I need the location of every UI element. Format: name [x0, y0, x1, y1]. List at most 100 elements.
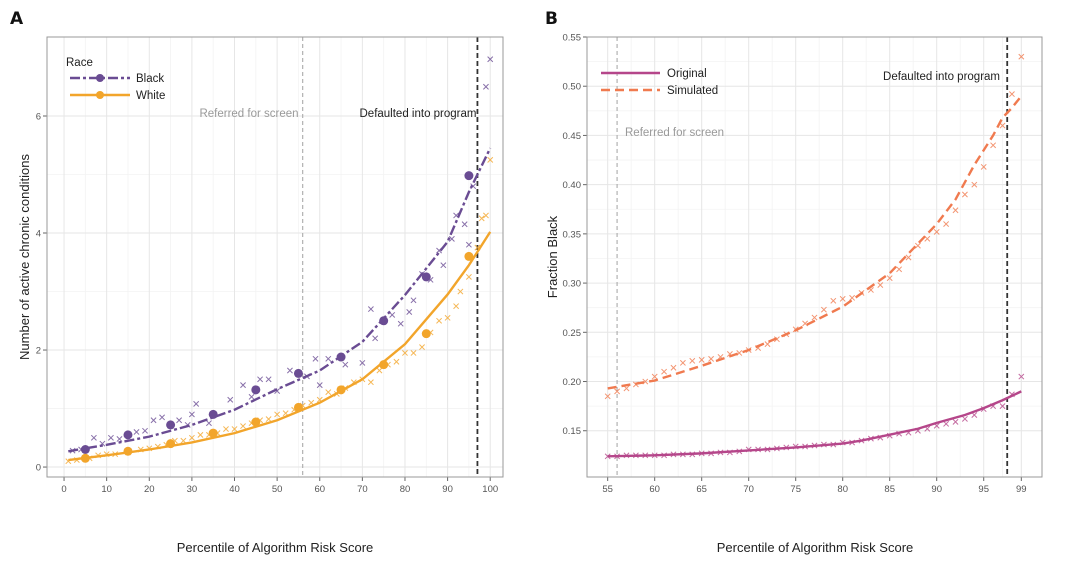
x-tick-label: 90	[931, 484, 942, 495]
y-tick-label: 0.15	[563, 426, 582, 437]
x-tick-label: 95	[978, 484, 989, 495]
x-tick-label: 99	[1016, 484, 1027, 495]
point-white	[487, 156, 494, 163]
point-black	[325, 355, 332, 362]
point-simulated	[905, 254, 912, 261]
decile-mean-black	[336, 352, 346, 362]
point-white	[325, 389, 332, 396]
x-tick-label: 80	[400, 484, 411, 495]
legend-marker-white	[96, 91, 104, 99]
point-white	[393, 358, 400, 365]
y-tick-label: 0.30	[563, 279, 582, 290]
point-simulated	[943, 221, 950, 227]
y-tick-label: 2	[36, 346, 41, 357]
y-tick-label: 4	[36, 229, 41, 240]
point-black	[159, 414, 166, 421]
point-black	[240, 382, 246, 389]
point-simulated	[990, 142, 997, 149]
x-tick-label: 20	[144, 484, 155, 495]
decile-mean-white	[208, 428, 218, 438]
x-tick-label: 70	[743, 484, 754, 495]
x-tick-label: 70	[357, 484, 368, 495]
point-white	[376, 367, 383, 374]
point-white	[465, 273, 472, 280]
point-simulated	[698, 356, 705, 363]
plot-background	[47, 37, 503, 477]
point-white	[402, 350, 408, 356]
point-white	[265, 416, 272, 423]
x-tick-label: 100	[482, 484, 498, 495]
point-simulated	[689, 357, 696, 364]
point-simulated	[877, 282, 884, 289]
decile-mean-black	[208, 409, 218, 419]
point-black	[312, 355, 319, 362]
point-white	[482, 212, 489, 219]
y-tick-label: 0.45	[563, 131, 582, 142]
fit-line-black	[68, 147, 492, 453]
point-simulated	[971, 181, 978, 188]
point-simulated	[849, 294, 856, 301]
decile-mean-black	[251, 385, 261, 395]
point-black	[142, 427, 148, 434]
legend-marker-black	[96, 74, 104, 82]
legend-label-original: Original	[667, 68, 707, 80]
panel-a: 0 10 20 30 40 50 60 70 80 90 100 0 2 4 6	[36, 36, 504, 495]
point-white	[419, 344, 425, 351]
point-simulated	[670, 364, 677, 371]
point-original	[961, 415, 968, 422]
panel-label-b: B	[545, 9, 558, 29]
point-white	[478, 215, 485, 222]
point-black	[487, 56, 494, 63]
point-black	[107, 434, 114, 441]
point-simulated	[1018, 53, 1025, 60]
decile-mean-black	[80, 445, 90, 454]
plot-border	[586, 36, 1043, 478]
point-black	[248, 393, 255, 400]
point-simulated	[839, 295, 846, 302]
point-simulated	[961, 191, 968, 198]
point-original	[943, 420, 950, 427]
decile-mean-white	[379, 360, 389, 370]
point-simulated	[896, 266, 903, 273]
decile-mean-white	[123, 446, 133, 456]
y-tick-label: 0.50	[563, 82, 582, 93]
decile-mean-white	[336, 385, 346, 395]
decile-mean-white	[464, 251, 474, 261]
legend-label-white: White	[136, 90, 165, 102]
x-tick-label: 60	[649, 484, 660, 495]
decile-mean-white	[293, 402, 303, 412]
plot-border	[46, 36, 504, 478]
point-black	[150, 417, 157, 424]
panel-b: 55 60 65 70 75 80 85 90 95 99 0.15 0.20 0.25 0.30 0.35…	[563, 33, 1043, 495]
point-simulated	[651, 373, 658, 380]
y-tick-label: 0.40	[563, 180, 582, 191]
point-black	[133, 428, 140, 435]
y-axis-label-a: Number of active chronic conditions	[17, 154, 32, 360]
point-black	[316, 382, 323, 389]
point-black	[286, 367, 293, 374]
point-black	[367, 306, 374, 313]
x-tick-label: 60	[314, 484, 325, 495]
point-black	[482, 83, 489, 90]
x-tick-label: 65	[696, 484, 707, 495]
x-tick-label: 55	[602, 484, 613, 495]
point-black	[90, 434, 97, 441]
fit-line-original	[607, 390, 1022, 458]
point-black	[465, 241, 472, 248]
x-tick-label: 80	[837, 484, 848, 495]
point-black	[193, 400, 200, 407]
point-white	[188, 434, 195, 441]
point-black	[410, 297, 417, 304]
point-simulated	[914, 242, 921, 249]
point-black	[440, 262, 447, 269]
point-white	[231, 426, 238, 432]
legend-b: Original Simulated	[601, 68, 718, 97]
point-white	[410, 350, 417, 356]
point-black	[448, 235, 455, 242]
point-simulated	[886, 275, 893, 282]
point-black	[342, 361, 349, 368]
fit-line-simulated	[607, 95, 1023, 390]
x-tick-label: 90	[442, 484, 453, 495]
x-tick-label: 10	[101, 484, 112, 495]
